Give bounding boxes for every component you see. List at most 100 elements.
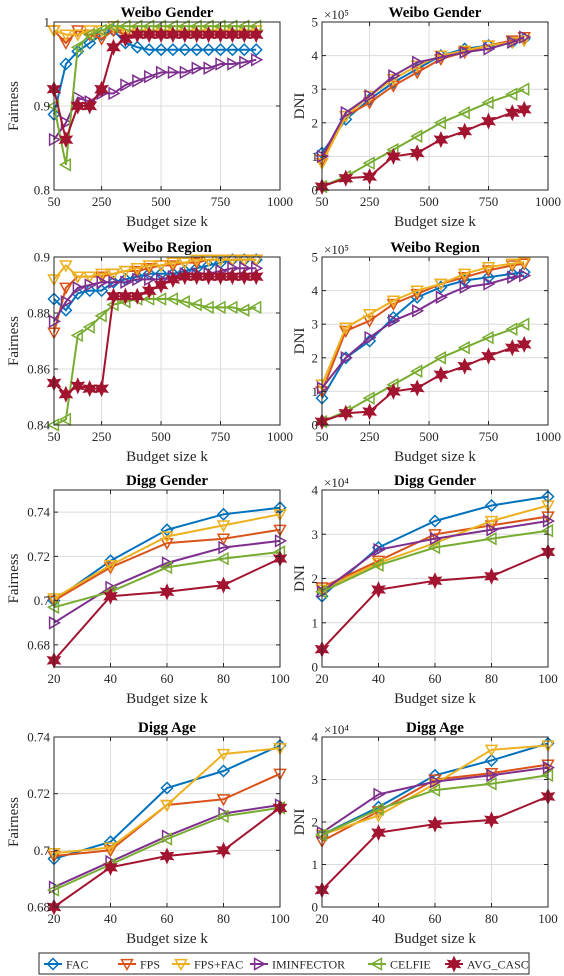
data-point-fps-fac [457,268,472,281]
data-point-fps [216,794,231,807]
data-point-celfie [237,303,250,317]
series-line-celfie [321,774,549,836]
plot-area [322,22,548,190]
series-line-celfie [321,88,525,188]
y-tick-label: 1 [312,857,319,872]
data-point-fps-fac [216,748,231,762]
data-point-celfie [165,292,179,306]
y-tick-label: 0.74 [27,505,50,520]
data-point-fps [386,298,401,312]
data-point-fps-fac [59,29,73,42]
data-point-fps-fac [371,810,386,823]
data-point-avg-casc [427,572,443,590]
data-point-iminfector [84,278,97,292]
data-point-celfie [225,300,238,315]
x-tick-label: 750 [479,194,499,209]
data-point-fac [484,753,499,767]
y-tick-label: 2 [312,571,319,586]
data-point-fac [95,284,109,298]
series-line-iminfector [321,766,549,834]
data-point-fps-fac [410,285,424,298]
data-point-celfie [58,158,72,172]
data-point-celfie [177,295,190,309]
y-exponent-label: ×10⁴ [324,722,349,737]
chart-title: Weibo Region [390,240,480,256]
y-exponent-label: ×10⁵ [324,242,349,257]
data-point-iminfector [274,534,288,548]
data-point-fps [505,260,520,273]
data-point-iminfector [144,272,157,287]
data-point-fac [160,523,174,537]
chart-7: 20 40 60 80 100 0.68 0.7 0.72 0.74 Digg Age Budget… [6,720,290,947]
x-axis-label: Budget size k [126,449,208,465]
y-axis-label: Fairness [6,553,22,603]
x-tick-label: 750 [211,429,231,444]
data-point-fps-fac [362,90,377,103]
data-point-fps [517,258,531,271]
legend-label-fac: FAC [66,958,88,972]
series-line-fps-fac [53,513,281,600]
data-point-celfie [118,19,131,33]
data-point-iminfector [429,774,443,789]
x-tick-label: 500 [419,194,439,209]
data-point-fps [481,265,496,278]
y-tick-label: 0.7 [34,843,51,858]
data-point-avg-casc [409,379,425,397]
chart-title: Weibo Region [122,240,212,256]
series-line-iminfector [321,36,525,157]
data-point-avg-casc [338,404,354,422]
data-point-iminfector [435,50,448,65]
data-point-fac [216,507,231,521]
series-line-celfie [53,551,281,609]
data-point-celfie [427,540,441,555]
data-point-iminfector [108,86,121,101]
y-axis-label: DNI [292,565,308,592]
x-tick-label: 40 [372,671,385,686]
data-point-fps-fac [166,257,180,270]
data-point-fac [166,43,180,57]
data-point-fps-fac [59,260,73,273]
legend-marker-avg-casc [446,955,462,973]
data-point-celfie [70,40,83,54]
data-point-iminfector [340,105,353,120]
data-point-iminfector [239,55,252,70]
data-point-celfie [46,600,60,615]
data-point-celfie [505,322,518,336]
y-tick-label: 0.74 [27,730,50,745]
data-point-fps [142,263,156,276]
data-point-avg-casc [153,276,169,294]
x-tick-label: 100 [538,911,558,926]
data-point-fac [481,270,496,284]
chart-5: 20 40 60 80 100 0.68 0.7 0.72 0.74 Digg Gender Bud… [6,473,290,707]
y-axis-label: DNI [292,328,308,355]
data-point-fps [130,265,145,279]
data-point-celfie [481,330,494,345]
data-point-avg-casc [516,335,532,353]
data-point-celfie [70,328,83,343]
data-point-celfie [362,391,375,405]
y-tick-label: 0.68 [27,900,50,915]
data-point-fps-fac [103,842,118,855]
data-point-fps-fac [189,254,204,267]
plot-area [322,257,548,425]
x-tick-label: 250 [360,194,380,209]
legend-marker-fps [120,958,134,972]
data-point-celfie [457,340,470,355]
data-point-iminfector [161,556,175,570]
y-tick-label: 1 [312,149,319,164]
data-point-iminfector [218,540,231,555]
data-point-celfie [371,802,384,817]
data-point-iminfector [72,281,85,295]
data-point-avg-casc [129,287,145,305]
x-tick-label: 60 [429,671,442,686]
data-point-iminfector [203,61,216,75]
data-point-iminfector [340,351,353,365]
data-point-iminfector [364,89,377,103]
data-point-fps [103,845,118,858]
data-point-avg-casc [216,576,231,594]
data-point-iminfector [120,78,133,92]
series-line-celfie [53,806,281,891]
data-point-celfie [484,777,497,791]
y-tick-label: 5 [312,250,319,265]
